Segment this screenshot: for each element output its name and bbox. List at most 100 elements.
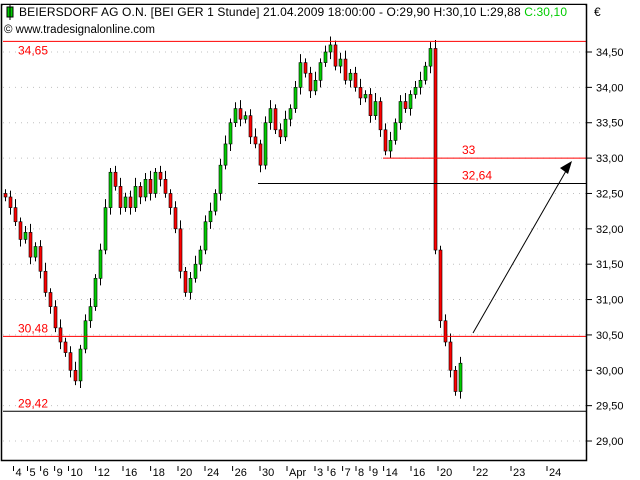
x-tick-label: Apr — [289, 467, 306, 479]
candle-up — [298, 62, 303, 88]
y-tick-label: 30,50 — [596, 330, 624, 342]
candle-up — [233, 108, 238, 124]
candle-up — [223, 143, 228, 166]
candle-up — [88, 306, 93, 322]
candle-down — [138, 186, 143, 198]
x-tick-label: 30 — [262, 467, 274, 479]
candle-up — [188, 278, 193, 293]
y-tick-label: 30,00 — [596, 365, 624, 377]
candle-up — [193, 263, 198, 279]
x-tick-label: 9 — [372, 467, 378, 479]
x-tick-label: 12 — [98, 467, 110, 479]
plot-frame — [0, 3, 588, 462]
candle-down — [178, 228, 183, 272]
y-tick-label: 33,50 — [596, 118, 624, 130]
candle-up — [268, 108, 273, 124]
candle-up — [153, 171, 158, 194]
y-tick-label: 29,00 — [596, 436, 624, 448]
candle-up — [208, 210, 213, 223]
x-tick-label: 24 — [207, 467, 219, 479]
y-axis: 34,50 34,00 33,50 33,00 32,50 32,00 31,50 31,00… — [587, 47, 624, 448]
y-tick-label: 34,50 — [596, 47, 624, 59]
candle-up — [328, 44, 333, 53]
candle-up — [83, 320, 88, 350]
candle-down — [43, 270, 48, 293]
x-tick-label: 6 — [330, 467, 336, 479]
candle-down — [253, 136, 258, 145]
candle-down — [333, 44, 338, 67]
candle-up — [288, 108, 293, 120]
candle-down — [183, 270, 188, 293]
candle-up — [103, 207, 108, 251]
level-label: 33 — [462, 143, 476, 157]
price-levels: 34,65 33 32,64 30,48 29,42 — [3, 40, 586, 412]
candle-down — [173, 207, 178, 230]
candle-down — [308, 72, 313, 92]
y-tick-label: 32,50 — [596, 188, 624, 200]
candle-down — [53, 306, 58, 329]
candle-down — [278, 129, 283, 138]
candle-up — [213, 193, 218, 212]
x-tick-label: 5 — [30, 467, 36, 479]
candle-down — [383, 129, 388, 152]
candle-up — [458, 362, 463, 392]
x-tick-label: 16 — [413, 467, 425, 479]
candle-down — [368, 94, 373, 116]
level-label: 34,65 — [18, 43, 48, 57]
header-bg — [3, 5, 585, 20]
x-tick-label: 10 — [71, 467, 83, 479]
candle-down — [163, 179, 168, 194]
y-tick-label: 34,00 — [596, 82, 624, 94]
candle-down — [168, 193, 173, 208]
candle-up — [393, 122, 398, 141]
y-tick-label: 31,50 — [596, 259, 624, 271]
candle-down — [113, 171, 118, 187]
candle-up — [23, 232, 28, 240]
candle-down — [343, 58, 348, 81]
candle-down — [118, 186, 123, 208]
candle-down — [353, 72, 358, 88]
candle-down — [58, 327, 63, 343]
x-tick-label: 20 — [180, 467, 192, 479]
candle-down — [18, 221, 23, 240]
candle-up — [293, 87, 298, 109]
chart-title: BEIERSDORF AG O.N. [BEI GER 1 Stunde] 21… — [19, 5, 567, 19]
candle-up — [398, 101, 403, 124]
candle-up — [418, 79, 423, 88]
candle-up — [98, 249, 103, 279]
x-tick-label: 20 — [440, 467, 452, 479]
y-tick-label: 29,50 — [596, 401, 624, 413]
candle-up — [228, 122, 233, 145]
currency-label: € — [594, 5, 601, 19]
candle-up — [323, 51, 328, 63]
x-tick-label: 4 — [16, 467, 22, 479]
candle-up — [338, 58, 343, 67]
y-tick-label: 33,00 — [596, 153, 624, 165]
candle-down — [378, 101, 383, 131]
x-tick-label: 24 — [549, 467, 561, 479]
x-axis: 4 5 6 9 10 12 16 18 20 24 26 30 Apr 3 6 7 8 9 14 16 20 22 23 24 — [13, 466, 561, 479]
candle-down — [48, 292, 53, 307]
candle-down — [68, 352, 73, 371]
candle-down — [438, 249, 443, 322]
level-label: 32,64 — [462, 169, 492, 183]
candle-down — [248, 115, 253, 138]
y-tick-label: 31,00 — [596, 295, 624, 307]
candle-down — [448, 341, 453, 371]
candle-up — [348, 72, 353, 81]
candle-down — [238, 108, 243, 120]
candle-down — [3, 193, 8, 198]
candle-up — [363, 94, 368, 99]
candle-up — [93, 278, 98, 307]
candle-down — [443, 320, 448, 343]
candle-down — [403, 101, 408, 109]
x-tick-label: 9 — [57, 467, 63, 479]
candle-down — [73, 369, 78, 382]
candle-up — [408, 94, 413, 109]
candle-up — [318, 62, 323, 81]
candle-down — [358, 87, 363, 99]
candle-down — [28, 232, 33, 258]
candle-up — [143, 179, 148, 198]
candle-up — [428, 48, 433, 67]
candle-down — [303, 62, 308, 74]
